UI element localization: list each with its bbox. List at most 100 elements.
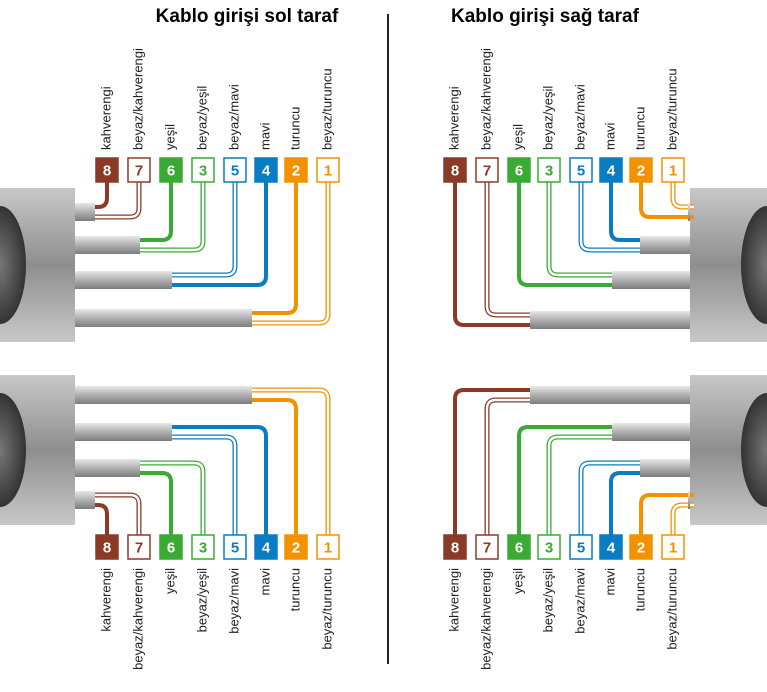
wire-label: beyaz/mavi — [226, 568, 241, 634]
pin-number: 6 — [515, 540, 523, 557]
wire — [134, 182, 173, 242]
wire-label: yeşil — [510, 568, 525, 594]
wire-pair-tube — [75, 386, 252, 404]
pin-number: 3 — [545, 163, 553, 180]
pin-number: 5 — [231, 540, 239, 557]
pin-box — [629, 157, 653, 183]
wire-stripe — [671, 503, 694, 535]
wire-label: kahverengi — [446, 86, 461, 150]
pin-box — [629, 534, 653, 560]
wire-label: beyaz/kahverengi — [478, 48, 493, 150]
wire — [246, 182, 331, 326]
wire-pair-tube — [75, 459, 140, 477]
pin-box — [661, 534, 685, 560]
wire — [134, 471, 173, 535]
pin-box — [599, 534, 623, 560]
pin-number: 8 — [451, 163, 459, 180]
wire — [517, 425, 618, 535]
pin-number: 4 — [607, 163, 616, 180]
wire-stripe — [485, 182, 536, 317]
wire-label: beyaz/turuncu — [319, 68, 334, 150]
wire-stripe — [671, 182, 694, 209]
wire-label: yeşil — [162, 124, 177, 150]
pin-number: 8 — [103, 540, 111, 557]
pin-number: 3 — [545, 540, 553, 557]
pin-number: 3 — [199, 540, 207, 557]
wire — [166, 425, 268, 535]
wire-pair-tube — [75, 271, 172, 289]
panel-title: Kablo girişi sağ taraf — [451, 6, 640, 27]
wire-label: kahverengi — [98, 568, 113, 632]
pin-box — [159, 157, 183, 183]
wire-stripe — [246, 182, 330, 325]
wire — [89, 182, 109, 209]
wire-label: beyaz/kahverengi — [130, 48, 145, 150]
wire-label: beyaz/kahverengi — [130, 568, 145, 670]
wire-label: beyaz/yeşil — [194, 568, 209, 632]
pin-number: 7 — [483, 540, 491, 557]
pin-box — [127, 534, 151, 560]
pin-box — [316, 157, 340, 183]
panel-title: Kablo girişi sol taraf — [156, 6, 339, 27]
pin-number: 2 — [292, 163, 300, 180]
wire-label: beyaz/yeşil — [540, 86, 555, 150]
wire-label: mavi — [257, 568, 272, 596]
cable-end — [741, 393, 767, 507]
pin-number: 7 — [135, 163, 143, 180]
wire-pair-tube — [688, 491, 690, 509]
wire-stripe — [89, 493, 141, 535]
wire — [453, 388, 536, 535]
wire — [484, 397, 536, 535]
pin-box — [95, 534, 119, 560]
pin-number: 7 — [483, 163, 491, 180]
pin-number: 1 — [324, 540, 332, 557]
wire — [453, 182, 536, 327]
wire-pair-tube — [75, 491, 95, 509]
wire — [89, 182, 142, 220]
pin-box — [599, 157, 623, 183]
pin-number: 1 — [324, 163, 332, 180]
wire — [246, 182, 298, 315]
wire-label: turuncu — [287, 107, 302, 150]
pin-number: 2 — [637, 163, 645, 180]
wire-pair-tube — [530, 386, 690, 404]
pin-box — [443, 534, 467, 560]
pin-box — [223, 157, 247, 183]
pin-box — [191, 534, 215, 560]
wire-stripe — [547, 435, 618, 535]
pin-number: 1 — [669, 163, 677, 180]
pin-box — [507, 534, 531, 560]
pin-box — [475, 534, 499, 560]
pin-box — [284, 534, 308, 560]
pin-number: 5 — [231, 163, 239, 180]
wire-label: beyaz/mavi — [226, 84, 241, 150]
wire — [639, 182, 694, 219]
wire — [517, 182, 618, 287]
wire-stripe — [89, 182, 141, 219]
wire — [246, 398, 298, 535]
pin-number: 8 — [103, 163, 111, 180]
wire-stripe — [579, 182, 646, 252]
wire-pair-tube — [688, 203, 690, 221]
pin-box — [284, 157, 308, 183]
pin-number: 6 — [515, 163, 523, 180]
wire-label: kahverengi — [98, 86, 113, 150]
wire-stripe — [547, 182, 618, 277]
wire-stripe — [485, 398, 536, 535]
wire — [246, 387, 331, 535]
pin-box — [254, 534, 278, 560]
wire-pair-tube — [640, 459, 690, 477]
pin-box — [159, 534, 183, 560]
cable-end — [0, 206, 26, 324]
wire — [484, 182, 536, 318]
wire-pair-tube — [75, 203, 95, 221]
wire-pair-tube — [612, 271, 690, 289]
wire-label: beyaz/mavi — [572, 568, 587, 634]
wire — [166, 182, 268, 287]
wire-label: beyaz/turuncu — [664, 68, 679, 150]
pin-box — [443, 157, 467, 183]
pin-box — [223, 534, 247, 560]
pin-box — [316, 534, 340, 560]
wire-pair-tube — [640, 236, 690, 254]
wire-label: mavi — [602, 568, 617, 596]
